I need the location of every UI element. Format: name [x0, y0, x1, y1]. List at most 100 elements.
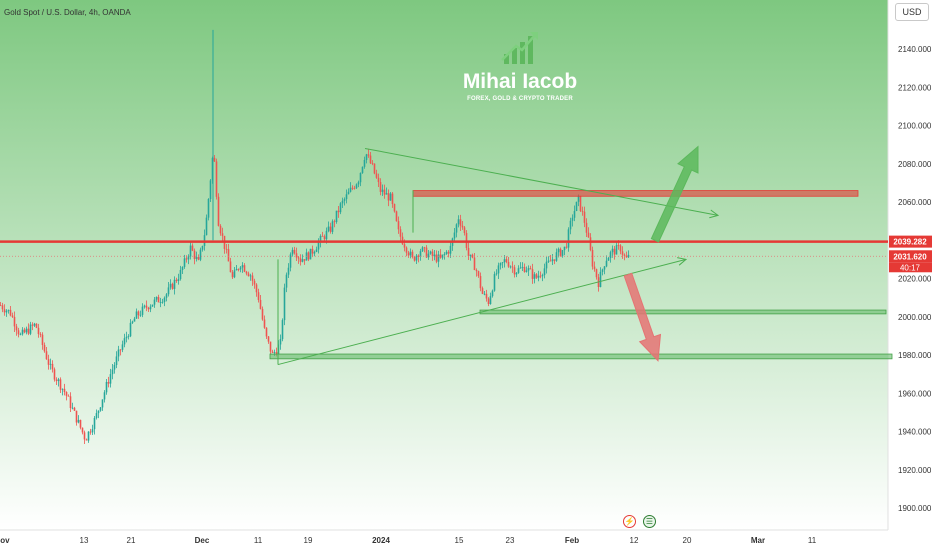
candle-body: [165, 294, 168, 298]
candle-body: [383, 189, 386, 195]
resistance-price-label-box: [889, 235, 932, 248]
candle-body: [3, 309, 6, 313]
candle-body: [125, 336, 128, 339]
candle-body: [423, 247, 426, 249]
candle-body: [33, 323, 36, 326]
candle-body: [569, 220, 572, 230]
candle-body: [539, 275, 542, 277]
candle-body: [39, 334, 42, 335]
candle-body: [195, 256, 198, 259]
candle-body: [259, 299, 262, 309]
candle-body: [201, 245, 204, 250]
candle-body: [149, 306, 152, 310]
candle-body: [367, 154, 370, 156]
x-axis-panel[interactable]: [0, 530, 888, 550]
candle-body: [79, 419, 82, 428]
bearish-arrow: [623, 272, 662, 362]
candle-body: [207, 199, 210, 218]
candle-body: [319, 235, 322, 243]
candle-body: [111, 369, 114, 375]
candle-body: [607, 258, 610, 261]
candle-body: [515, 272, 518, 275]
candle-body: [75, 410, 78, 423]
candle-body: [177, 279, 180, 282]
candle-body: [533, 274, 536, 279]
candle-body: [397, 221, 400, 230]
chart-title: Gold Spot / U.S. Dollar, 4h, OANDA: [4, 8, 131, 17]
candle-body: [251, 275, 254, 281]
candle-body: [479, 276, 482, 289]
candle-body: [257, 292, 260, 300]
candle-body: [321, 235, 324, 237]
candle-body: [285, 274, 288, 288]
candle-body: [591, 249, 594, 267]
candle-body: [0, 305, 2, 307]
candle-body: [443, 254, 446, 255]
candle-body: [19, 334, 22, 336]
candle-body: [563, 246, 566, 251]
x-tick-label: 19: [304, 536, 313, 545]
candle-body: [97, 410, 100, 414]
candle-body: [175, 279, 178, 282]
currency-button[interactable]: USD: [895, 3, 929, 21]
candle-body: [377, 177, 380, 183]
candle-body: [581, 210, 584, 212]
candle-body: [417, 255, 420, 257]
candle-body: [625, 255, 628, 258]
candle-body: [273, 352, 276, 353]
lower-trendline-arrowhead: [677, 257, 688, 266]
event-marker-flash-icon[interactable]: ⚡: [623, 515, 636, 528]
candle-body: [605, 260, 608, 267]
candle-body: [613, 248, 616, 255]
candle-body: [517, 268, 520, 273]
candle-body: [353, 187, 356, 189]
candle-body: [495, 273, 498, 275]
y-axis-ticks: 1900.000 1920.000 1940.000 1960.000 1980.000…: [898, 45, 932, 513]
candle-body: [385, 193, 388, 195]
current-price-label-countdown-box: [889, 262, 932, 273]
y-tick-label: 2120.000: [898, 83, 932, 92]
candle-body: [571, 217, 574, 221]
candle-body: [161, 301, 164, 303]
candle-body: [29, 324, 32, 334]
candle-body: [391, 193, 394, 205]
candle-body: [547, 260, 550, 262]
candle-body: [357, 182, 360, 185]
candle-body: [183, 258, 186, 267]
candle-body: [535, 274, 538, 278]
candle-body: [471, 254, 474, 258]
y-tick-label: 2140.000: [898, 45, 932, 54]
candle-body: [419, 251, 422, 257]
candle-body: [17, 330, 20, 335]
candle-body: [359, 172, 362, 183]
event-marker-flag-icon[interactable]: ☰: [643, 515, 656, 528]
y-tick-label: 2020.000: [898, 275, 932, 284]
candle-body: [403, 244, 406, 248]
candle-body: [579, 195, 582, 211]
candle-body: [559, 248, 562, 256]
candle-body: [461, 225, 464, 228]
candle-body: [441, 254, 444, 258]
candle-body: [241, 265, 244, 268]
candle-body: [497, 265, 500, 274]
current-price-label: 2031.620: [893, 252, 927, 261]
candle-body: [399, 229, 402, 237]
candle-body: [243, 265, 246, 272]
candle-body: [457, 219, 460, 225]
candle-body: [453, 232, 456, 239]
candle-body: [185, 258, 188, 260]
candle-body: [205, 217, 208, 236]
candle-body: [621, 251, 624, 255]
y-axis-panel[interactable]: [888, 0, 932, 550]
candle-body: [27, 328, 30, 334]
candle-body: [103, 392, 106, 400]
candle-body: [561, 250, 564, 256]
candle-body: [527, 268, 530, 271]
candle-body: [297, 257, 300, 259]
candle-body: [101, 399, 104, 408]
candle-body: [85, 439, 88, 441]
candle-body: [375, 173, 378, 178]
candle-body: [199, 249, 202, 260]
candle-body: [127, 336, 130, 338]
